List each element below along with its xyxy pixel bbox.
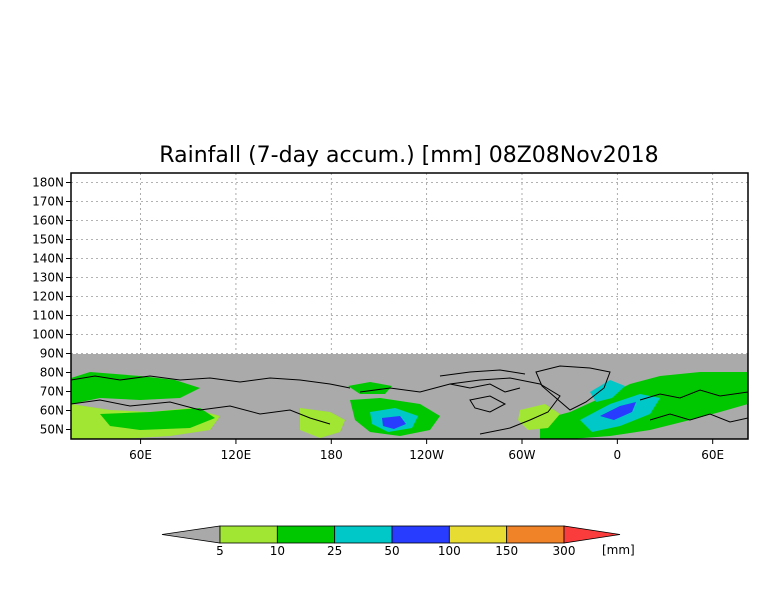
coastline-eurasia (71, 375, 351, 425)
y-tick-label: 60N (40, 404, 64, 418)
x-tick-label: 120E (221, 448, 252, 462)
colorbar-label: 300 (553, 544, 576, 558)
colorbar-segment (506, 525, 565, 544)
x-axis: 60E 120E 180 120W 60W 0 60E (129, 439, 724, 462)
y-tick-label: 120N (32, 290, 64, 304)
rain-patch-europe-west (71, 372, 200, 404)
colorbar-label: 10 (270, 544, 285, 558)
y-tick-label: 50N (40, 423, 64, 437)
colorbar-segment (334, 525, 393, 544)
colorbar-unit: [mm] (602, 543, 635, 557)
colorbar-label: 25 (327, 544, 342, 558)
y-tick-label: 70N (40, 385, 64, 399)
colorbar-label: 100 (438, 544, 461, 558)
rain-patch-atlantic-heavy (600, 402, 636, 420)
x-tick-label: 60E (129, 448, 152, 462)
chart-title: Rainfall (7-day accum.) [mm] 08Z08Nov201… (159, 143, 658, 168)
colorbar-low-arrow (161, 525, 221, 544)
y-tick-label: 170N (32, 195, 64, 209)
coastline-arctic-islands (449, 383, 521, 413)
y-tick-label: 110N (32, 309, 64, 323)
y-tick-label: 160N (32, 214, 64, 228)
colorbar-high-arrow (563, 525, 621, 544)
plot-frame (70, 172, 749, 440)
rain-patch-kamchatka (300, 408, 345, 438)
y-axis: 50N 60N 70N 80N 90N 100N 110N 120N 130N 140N 150N 1… (32, 176, 71, 437)
colorbar-segment (219, 525, 278, 544)
x-tick-label: 180 (320, 448, 343, 462)
x-tick-label: 60W (508, 448, 535, 462)
colorbar-segment (391, 525, 450, 544)
rain-patch-greenland-east (590, 380, 625, 402)
x-tick-label: 60E (701, 448, 724, 462)
y-tick-label: 100N (32, 328, 64, 342)
x-tick-label: 0 (614, 448, 622, 462)
rainfall-field (71, 354, 748, 439)
rain-patch-siberia (100, 408, 215, 430)
colorbar: 5 10 25 50 100 150 300 (161, 525, 621, 558)
y-tick-label: 150N (32, 233, 64, 247)
colorbar-segment (448, 525, 508, 544)
coastline-north-america (359, 369, 561, 435)
y-tick-label: 180N (32, 176, 64, 190)
y-tick-label: 140N (32, 252, 64, 266)
x-tick-label: 120W (409, 448, 444, 462)
colorbar-label: 150 (495, 544, 518, 558)
colorbar-label: 5 (216, 544, 224, 558)
rain-patch-pacific-heavy (382, 416, 406, 429)
y-tick-label: 90N (40, 347, 64, 361)
coastline-europe (639, 389, 748, 423)
coastline-greenland (535, 365, 611, 411)
colorbar-segment (276, 525, 336, 544)
y-tick-label: 130N (32, 271, 64, 285)
plot-area (71, 173, 748, 439)
rain-patch-alaska (348, 382, 392, 394)
colorbar-label: 50 (384, 544, 399, 558)
y-tick-label: 80N (40, 366, 64, 380)
